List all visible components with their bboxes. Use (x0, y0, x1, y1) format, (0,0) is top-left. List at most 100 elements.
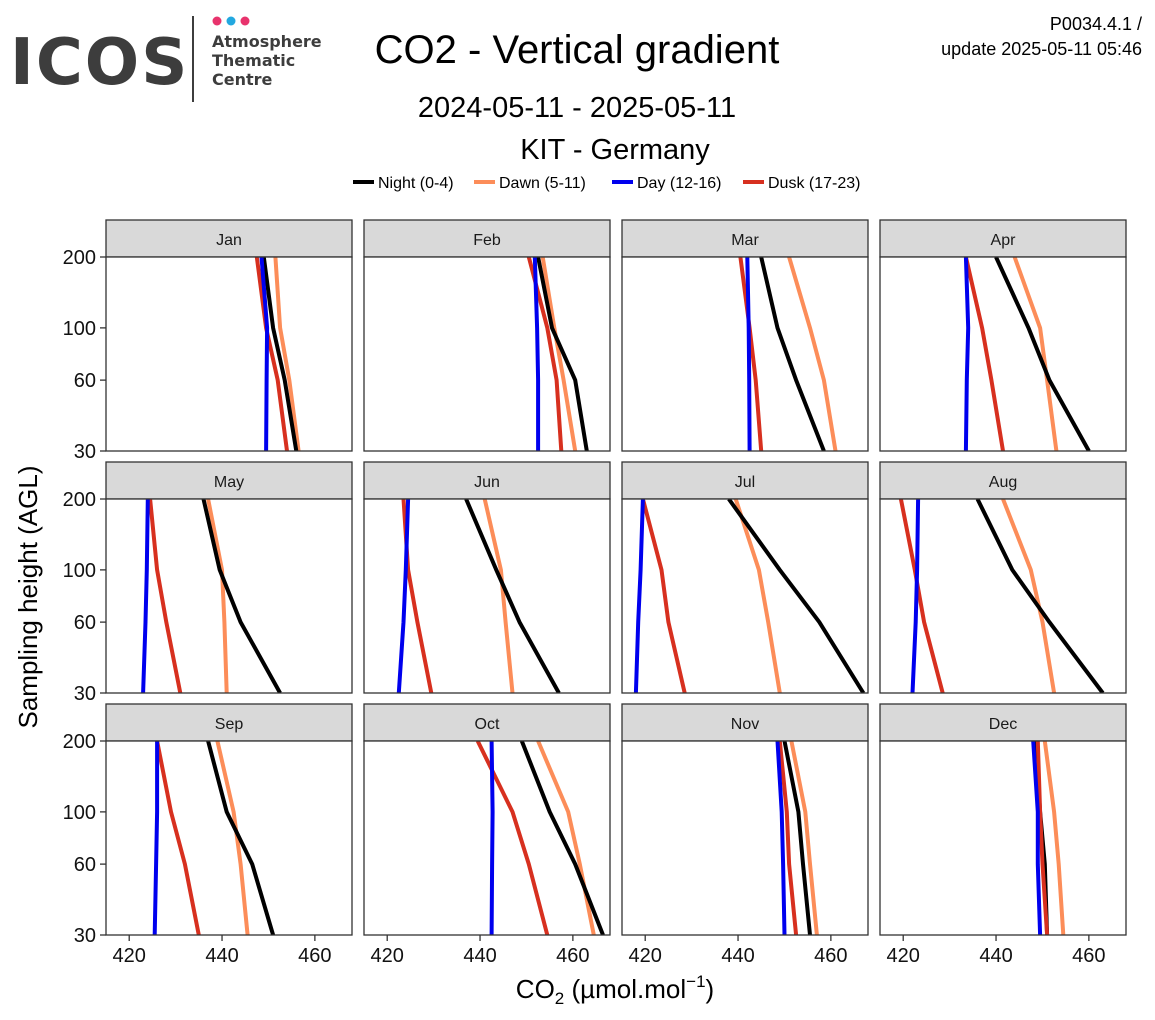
series-line-dawn (733, 499, 782, 693)
panel-border (105, 256, 353, 452)
legend-item: Night (0-4) (353, 175, 454, 192)
series-line-day (152, 741, 160, 935)
panel-series (738, 257, 838, 451)
logo-line-3: Centre (212, 70, 273, 89)
panel-series (475, 741, 605, 935)
x-tick-label: 420 (371, 945, 404, 967)
panel-plot-area (880, 741, 1126, 935)
series-line-night (201, 499, 282, 693)
panel-jun: Jun (363, 461, 611, 694)
series-line-day (259, 257, 270, 451)
panel-nov: Nov 420 440 460 (621, 703, 869, 967)
panel-series (1031, 741, 1066, 935)
panel-dec: Dec 420 440 460 (879, 703, 1127, 967)
product-code: P0034.4.1 / (1050, 14, 1142, 34)
panel-strip (879, 703, 1127, 742)
panel-may: May 30 60 100 200 (63, 461, 353, 705)
panel-plot-area (880, 257, 1126, 451)
panel-sep: Sep 30 60 100 200 420 440 460 (63, 703, 353, 967)
legend-label: Dawn (5-11) (499, 175, 586, 192)
y-tick-label: 60 (74, 370, 96, 392)
logo-dot (212, 16, 222, 26)
panel-series (963, 257, 1091, 451)
panel-plot-area (364, 741, 610, 935)
series-line-dawn (215, 741, 250, 935)
panel-jan: Jan 30 60 100 200 (63, 219, 353, 463)
panel-month-label: May (214, 474, 244, 491)
series-line-day (489, 741, 495, 935)
panel-series (633, 499, 866, 693)
panel-series (141, 499, 282, 693)
panel-series (898, 499, 1105, 693)
series-line-dawn (1012, 257, 1059, 451)
panel-border (879, 498, 1127, 694)
update-timestamp: update 2025-05-11 05:46 (941, 39, 1142, 59)
panel-border (621, 740, 869, 936)
panel-month-label: Sep (215, 716, 244, 733)
series-line-dawn (1042, 741, 1066, 935)
panel-strip (879, 461, 1127, 500)
panel-month-label: Dec (989, 716, 1017, 733)
series-line-dusk (963, 257, 1005, 451)
logo-line-2: Thematic (212, 51, 295, 70)
series-line-dusk (148, 499, 183, 693)
series-line-day (396, 499, 411, 693)
panel-apr: Apr (879, 219, 1127, 452)
icos-logo: ICOS Atmosphere Thematic Centre (10, 16, 322, 102)
series-line-day (963, 257, 971, 451)
panel-month-label: Nov (731, 716, 759, 733)
panel-month-label: Aug (989, 474, 1017, 491)
y-tick-label: 30 (74, 925, 96, 947)
x-axis-title-close: ) (706, 974, 715, 1004)
x-axis-title-superscript: −1 (686, 972, 705, 991)
y-tick-label: 200 (63, 489, 96, 511)
series-line-dawn (540, 257, 578, 451)
panel-border (105, 498, 353, 694)
x-tick-label: 460 (556, 945, 589, 967)
panel-feb: Feb (363, 219, 611, 452)
series-line-night (994, 257, 1091, 451)
panel-month-label: Jul (735, 474, 755, 491)
series-line-dusk (526, 257, 564, 451)
y-tick-label: 30 (74, 441, 96, 463)
facet-panels: Jan 30 60 100 200 Feb Mar Apr May 30 60 100 200 Jun Ju… (63, 219, 1127, 967)
y-tick-label: 100 (63, 318, 96, 340)
panel-border (879, 256, 1127, 452)
series-line-dusk (254, 257, 289, 451)
x-tick-label: 420 (629, 945, 662, 967)
series-line-day (532, 257, 541, 451)
series-line-dawn (787, 257, 838, 451)
panel-month-label: Oct (475, 716, 500, 733)
panel-series (526, 257, 589, 451)
panel-border (879, 740, 1127, 936)
x-tick-label: 460 (1072, 945, 1105, 967)
series-line-day (745, 257, 752, 451)
series-line-day (141, 499, 150, 693)
panel-strip (105, 461, 353, 500)
series-line-night (975, 499, 1105, 693)
series-line-dusk (155, 741, 201, 935)
logo-line-1: Atmosphere (212, 32, 322, 51)
x-axis-title-main: CO (516, 974, 555, 1004)
series-line-night (759, 257, 826, 451)
logo-wordmark: ICOS (10, 26, 189, 100)
series-line-dusk (640, 499, 687, 693)
panel-strip (363, 703, 611, 742)
station-label: KIT - Germany (520, 134, 710, 166)
panel-month-label: Mar (731, 232, 759, 249)
chart-subtitle: 2024-05-11 - 2025-05-11 (418, 92, 736, 124)
legend-item: Dusk (17-23) (743, 175, 860, 192)
panel-oct: Oct 420 440 460 (363, 703, 611, 967)
y-axis-title: Sampling height (AGL) (13, 465, 43, 728)
panel-series (775, 741, 819, 935)
x-tick-label: 460 (298, 945, 331, 967)
panel-series (152, 741, 276, 935)
panel-plot-area (106, 257, 352, 451)
series-line-night (464, 499, 561, 693)
series-line-dusk (475, 741, 550, 935)
panel-plot-area (364, 257, 610, 451)
series-line-dusk (898, 499, 945, 693)
series-line-dawn (482, 499, 515, 693)
series-line-night (261, 257, 299, 451)
y-tick-label: 60 (74, 612, 96, 634)
